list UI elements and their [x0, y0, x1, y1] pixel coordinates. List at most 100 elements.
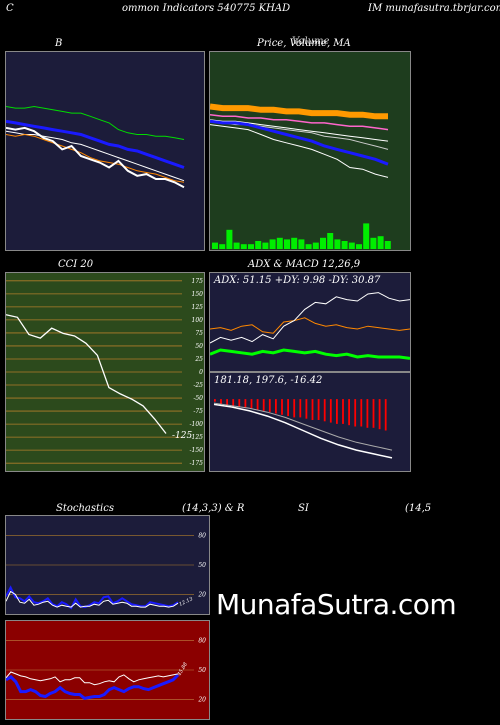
macd-histogram-bar: [305, 399, 308, 419]
macd-histogram-bar: [281, 399, 283, 415]
macd-chart: [213, 399, 393, 459]
volume-bar: [262, 242, 269, 249]
cci-tick-label: -150: [190, 447, 204, 454]
header-left: C: [6, 3, 14, 14]
watermark: MunafaSutra.com: [216, 588, 457, 621]
volume-bar: [320, 237, 326, 249]
stoch-params: (14,3,3) & R: [182, 503, 245, 514]
cci-tick-label: 125: [192, 304, 204, 311]
price-ma-white-1: [210, 119, 389, 142]
price-ma-orange: [210, 103, 388, 120]
cci-tick-label: 150: [192, 291, 204, 298]
macd-histogram-bar: [348, 399, 350, 426]
volume-bar: [219, 244, 226, 249]
macd-panel: 181.18, 197.6, -16.42: [209, 372, 411, 472]
bb-title: B: [55, 38, 63, 49]
volume-bar: [312, 242, 319, 249]
stoch-tick-label: 50: [198, 562, 206, 569]
cci-tick-label: 75: [195, 330, 203, 337]
bb-chart: [6, 105, 185, 189]
volume-bar: [348, 242, 355, 249]
price-ma-blue: [210, 119, 389, 166]
stoch-tick-label: 80: [198, 533, 206, 540]
volume-bar: [255, 241, 262, 249]
stoch-title: Stochastics: [56, 503, 114, 514]
cci-tick-label: -125: [190, 434, 204, 441]
rsi-mfi-line: [6, 673, 180, 701]
price-ma-white-2: [210, 120, 389, 150]
macd-histogram-bar: [299, 399, 302, 418]
volume-bar: [269, 239, 276, 249]
adx-line: [210, 292, 410, 344]
cci-tick-label: 25: [194, 356, 203, 363]
cci-tick-label: -50: [193, 395, 203, 402]
volume-bar: [341, 241, 348, 249]
stoch-d-line: [6, 590, 179, 608]
adx-plus-dy-line: [210, 348, 410, 360]
stoch-panel: 80 50 20 12.13: [5, 515, 210, 615]
macd-histogram-bar: [287, 399, 289, 417]
macd-histogram-bar: [311, 399, 314, 420]
macd-histogram-bar: [268, 399, 271, 413]
cci-line: [6, 314, 167, 434]
macd-histogram-bar: [372, 399, 375, 428]
volume-bar: [363, 223, 370, 249]
macd-line: [213, 403, 393, 459]
price-panel: [209, 51, 411, 251]
macd-histogram-bar: [360, 399, 363, 427]
cci-tick-label: 50: [195, 343, 203, 350]
volume-bar: [212, 242, 218, 249]
macd-histogram-bar: [384, 399, 387, 431]
cci-tick-label: -25: [193, 382, 203, 389]
macd-histogram-bar: [378, 399, 381, 430]
macd-histogram-bar: [275, 399, 277, 414]
rsi-tick-label: 20: [197, 696, 206, 703]
macd-histogram-bar: [366, 399, 369, 428]
macd-histogram-bar: [293, 399, 296, 418]
macd-signal-line: [213, 402, 393, 451]
bb-panel: [5, 51, 205, 251]
price-title: Price, Volume, MA: [257, 38, 351, 49]
cci-panel: 175 150 125 100 75 50 25 0 -25 -50 -75 -100 -125 -150…: [5, 272, 205, 472]
cci-tick-label: 100: [192, 317, 204, 324]
rsi-tick-label: 50: [198, 667, 206, 674]
cci-tick-label: -75: [193, 408, 203, 415]
rsi-title: SI: [298, 503, 309, 514]
adx-readout: ADX: 51.15 +DY: 9.98 -DY: 30.87: [214, 275, 381, 286]
volume-bar: [327, 233, 334, 249]
volume-bar: [384, 241, 391, 249]
volume-bar: [276, 237, 283, 249]
header-title: ommon Indicators 540775 KHAD: [122, 3, 291, 14]
macd-histogram-bar: [342, 399, 344, 424]
macd-histogram-bar: [323, 399, 326, 422]
rsi-line: [6, 671, 179, 686]
macd-histogram-bar: [262, 399, 265, 411]
macd-histogram-bar: [329, 399, 332, 423]
stoch-k-line: [6, 585, 179, 610]
macd-histogram-bar: [232, 399, 235, 407]
volume-bar: [377, 236, 384, 249]
adx-panel: ADX: 51.15 +DY: 9.98 -DY: 30.87: [209, 272, 411, 372]
macd-histogram-bar: [226, 399, 228, 406]
volume-bar: [305, 244, 312, 249]
volume-bar: [248, 244, 254, 249]
cci-tick-label: -100: [190, 421, 204, 428]
macd-histogram-bar: [238, 399, 241, 407]
rsi-panel: 80 50 20 45.88: [5, 620, 210, 720]
macd-histogram-bar: [354, 399, 357, 427]
price-volume-overlay: Volume: [292, 36, 330, 47]
stoch-value-label: 12.13: [178, 596, 194, 607]
volume-bar: [356, 244, 362, 249]
cci-chart: 175 150 125 100 75 50 25 0 -25 -50 -75 -100 -125 -150…: [6, 278, 204, 467]
bb-upper-band: [6, 105, 185, 140]
adx-minus-dy-line: [210, 317, 410, 334]
bb-middle-inner: [6, 130, 185, 182]
macd-histogram-bar: [250, 399, 253, 409]
cci-tick-label: 175: [192, 278, 204, 285]
volume-bar: [240, 244, 247, 249]
bb-price-line: [6, 126, 185, 189]
macd-histogram-bar: [256, 399, 259, 410]
price-close-line: [210, 124, 389, 178]
volume-bar: [334, 239, 341, 249]
